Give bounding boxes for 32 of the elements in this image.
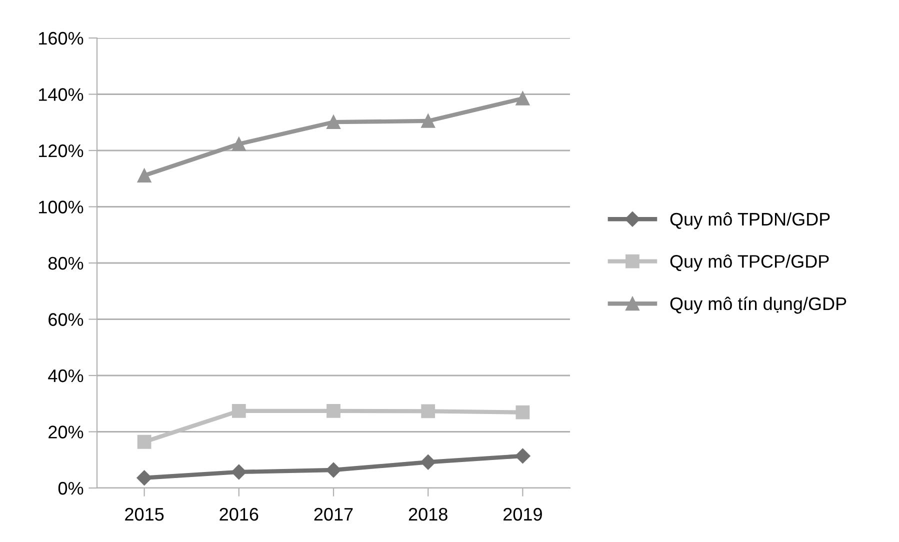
point xyxy=(516,405,530,420)
x-tick-label: 2018 xyxy=(408,508,448,521)
x-tick-label: 2015 xyxy=(125,508,164,521)
y-tick-label: 80% xyxy=(48,256,84,270)
y-tick-label: 100% xyxy=(39,200,84,214)
point xyxy=(232,404,246,418)
point xyxy=(137,168,152,182)
legend-label: Quy mô TPDN/GDP xyxy=(670,212,830,230)
x-tick-label: 2017 xyxy=(314,508,353,521)
point xyxy=(516,92,530,106)
point xyxy=(421,404,436,418)
point xyxy=(136,470,152,486)
legend-label: Quy mô TPCP/GDP xyxy=(670,254,829,272)
y-tick-label: 20% xyxy=(48,426,84,438)
y-tick-label: 120% xyxy=(39,144,84,158)
x-tick-label: 2016 xyxy=(220,508,258,521)
y-tick-label: 40% xyxy=(48,369,84,382)
point xyxy=(420,454,436,470)
y-tick-label: 60% xyxy=(48,313,84,326)
point xyxy=(326,404,340,418)
point xyxy=(326,115,340,130)
y-tick-label: 160% xyxy=(39,32,84,45)
point xyxy=(137,434,152,449)
point xyxy=(232,137,246,151)
x-tick-label: 2019 xyxy=(504,508,542,521)
point xyxy=(421,114,436,128)
point xyxy=(326,462,342,478)
point xyxy=(515,448,530,464)
legend-label: Quy mô tín dụng/GDP xyxy=(670,296,846,314)
y-tick-label: 0% xyxy=(58,482,84,495)
point xyxy=(231,464,246,480)
y-tick-label: 140% xyxy=(39,88,84,101)
